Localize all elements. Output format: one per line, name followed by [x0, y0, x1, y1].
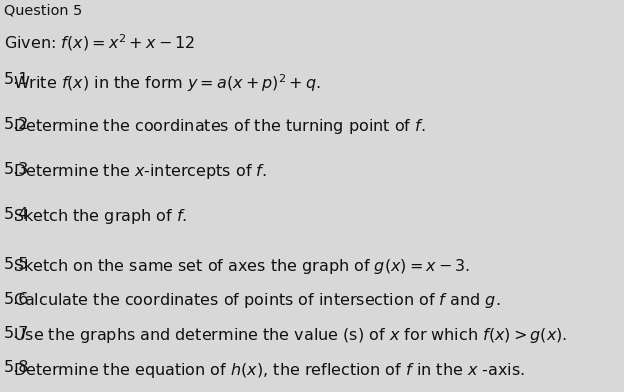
Text: Determine the coordinates of the turning point of $f$.: Determine the coordinates of the turning…: [14, 117, 426, 136]
Text: Calculate the coordinates of points of intersection of $f$ and $g$.: Calculate the coordinates of points of i…: [14, 292, 501, 310]
Text: Write $f(x)$ in the form $y = a(x + p)^2 + q$.: Write $f(x)$ in the form $y = a(x + p)^2…: [14, 72, 321, 94]
Text: 5.7: 5.7: [4, 326, 29, 341]
Text: Given: $f(x) = x^2 + x - 12$: Given: $f(x) = x^2 + x - 12$: [4, 32, 195, 53]
Text: Sketch on the same set of axes the graph of $g(x) = x - 3$.: Sketch on the same set of axes the graph…: [14, 257, 471, 276]
Text: 5.5: 5.5: [4, 257, 29, 272]
Text: 5.1: 5.1: [4, 72, 29, 87]
Text: Determine the $x$-intercepts of $f$.: Determine the $x$-intercepts of $f$.: [14, 162, 267, 181]
Text: Sketch the graph of $f$.: Sketch the graph of $f$.: [14, 207, 188, 226]
Text: 5.3: 5.3: [4, 162, 29, 177]
Text: 5.4: 5.4: [4, 207, 29, 222]
Text: Question 5: Question 5: [4, 3, 82, 17]
Text: 5.6: 5.6: [4, 292, 29, 307]
Text: 5.8: 5.8: [4, 361, 29, 376]
Text: Use the graphs and determine the value (s) of $x$ for which $f(x) > g(x)$.: Use the graphs and determine the value (…: [14, 326, 568, 345]
Text: 5.2: 5.2: [4, 117, 29, 132]
Text: Determine the equation of $h(x)$, the reflection of $f$ in the $x$ -axis.: Determine the equation of $h(x)$, the re…: [14, 361, 525, 379]
